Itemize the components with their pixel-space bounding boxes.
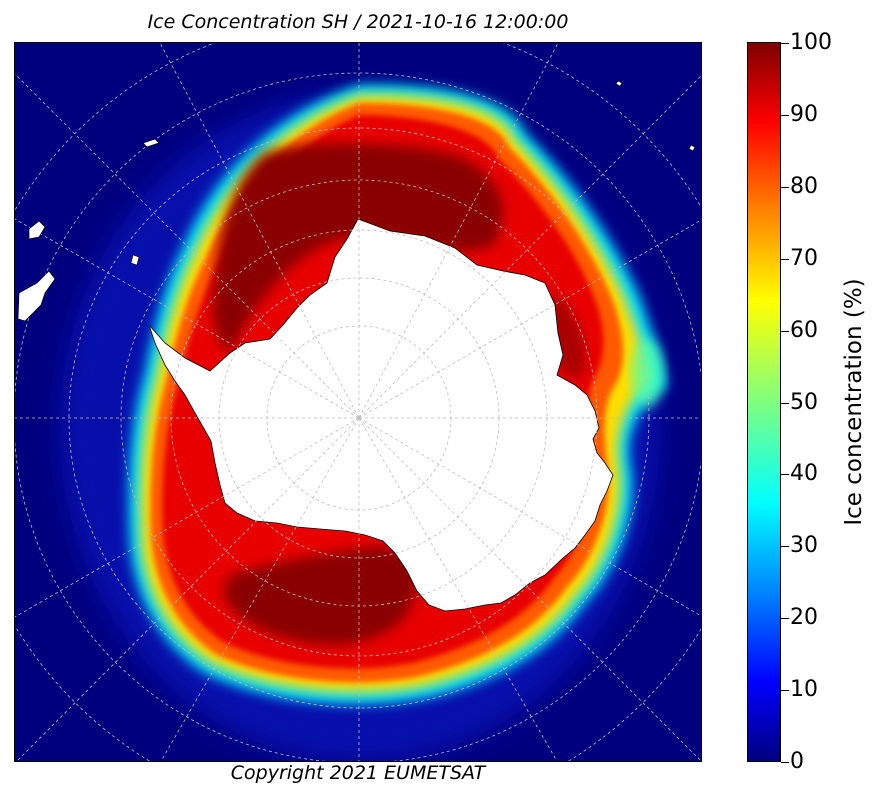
meridian [358,417,558,761]
colorbar-tick-mark [781,43,789,44]
ice-pack-darkred-north [213,143,503,353]
copyright-notice: Copyright 2021 EUMETSAT [230,762,486,784]
colorbar-tick-label: 100 [790,30,832,55]
colorbar-tick-mark [781,618,789,620]
meridian [15,417,360,618]
falkland-islands [28,220,46,240]
meridian [358,417,701,617]
colorbar-tick-mark [781,330,789,332]
colorbar-tick-mark [781,474,789,476]
meridian [15,218,360,419]
antarctica [148,218,614,612]
sub-antarctic-island [130,254,140,266]
south-america-tip [17,270,56,322]
colorbar-tick-label: 60 [790,317,818,343]
colorbar-tick-mark [781,186,789,188]
colorbar-tick-label: 50 [790,389,818,415]
colorbar-tick-mark [781,762,789,763]
colorbar-tick-mark [781,258,789,260]
latitude-ring [120,179,598,657]
colorbar [747,42,781,762]
meridian [159,43,360,419]
colorbar-tick-label: 40 [790,461,818,487]
colorbar-tick-label: 20 [790,605,818,631]
colorbar-tick-label: 30 [790,533,818,559]
ice-pack-darkred-south [224,547,418,645]
colorbar-label: Ice concentration (%) [841,278,867,526]
colorbar-tick-label: 10 [790,677,818,703]
ice-concentration-map[interactable] [14,42,702,762]
colorbar-tick-label: 0 [790,749,804,774]
colorbar-tick-label: 80 [790,173,818,199]
map-canvas [15,43,701,761]
colorbar-tick-mark [781,690,789,692]
meridian [358,219,701,419]
graticule [15,43,701,761]
south-georgia [142,138,160,148]
south-sandwich-islands [688,144,696,152]
sub-antarctic-island [615,80,623,87]
map-title: Ice Concentration SH / 2021-10-16 12:00:… [147,11,569,33]
colorbar-tick-label: 90 [790,101,818,127]
meridian [358,43,559,419]
colorbar-tick-mark [781,546,789,548]
weddell-green-patch [631,339,663,407]
colorbar-tick-mark [781,114,789,116]
meridian [160,417,360,761]
colorbar-tick-label: 70 [790,245,818,271]
colorbar-tick-mark [781,402,789,404]
